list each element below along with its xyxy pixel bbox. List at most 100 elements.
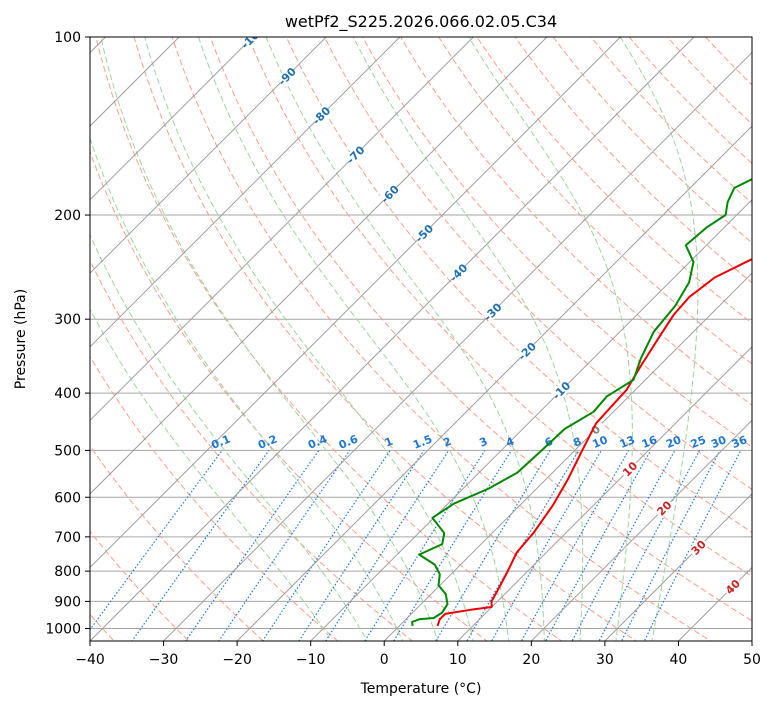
dry-adiabat bbox=[95, 37, 563, 641]
isotherm-label-bg bbox=[550, 379, 572, 402]
isotherm-label-bg bbox=[722, 576, 744, 598]
mixing-ratio-label: 1 bbox=[383, 435, 395, 450]
isotherm-label-bg bbox=[276, 65, 298, 87]
dry-adiabats bbox=[90, 37, 752, 641]
y-tick-label: 500 bbox=[54, 443, 81, 459]
x-axis-label: Temperature (°C) bbox=[360, 681, 482, 697]
mixing-ratio-line bbox=[218, 450, 351, 641]
isotherm-label-bg bbox=[447, 261, 470, 284]
moist-adiabat bbox=[352, 37, 584, 641]
mixing-ratio-line bbox=[324, 450, 450, 641]
moist-adiabat bbox=[90, 136, 404, 641]
isotherm-line bbox=[90, 37, 548, 495]
mixing-ratio-line bbox=[620, 450, 721, 641]
mixing-ratio-line bbox=[131, 450, 270, 641]
isotherm-line bbox=[90, 37, 327, 274]
isotherm-label-bg bbox=[413, 222, 435, 244]
dry-adiabat bbox=[247, 37, 752, 577]
mixing-ratio-line bbox=[490, 450, 602, 641]
isotherm-line bbox=[309, 198, 752, 641]
y-tick-label: 600 bbox=[54, 490, 81, 506]
mixing-ratio-label: 13 bbox=[618, 433, 637, 451]
x-tick-label: −10 bbox=[296, 652, 326, 668]
y-tick-label: 1000 bbox=[45, 621, 81, 637]
dry-adiabat bbox=[323, 37, 752, 490]
x-tick-label: −40 bbox=[75, 652, 105, 668]
y-tick-label: 300 bbox=[54, 312, 81, 328]
isotherm-label-bg bbox=[619, 458, 641, 480]
mixing-ratio-label: 20 bbox=[664, 433, 683, 451]
moist-adiabat bbox=[90, 233, 368, 641]
dry-adiabat bbox=[90, 530, 190, 641]
sounding-series bbox=[411, 177, 752, 627]
mixing-ratio-label: 8 bbox=[571, 435, 583, 450]
isotherm-line bbox=[162, 51, 752, 641]
dry-adiabat bbox=[362, 37, 752, 448]
mixing-ratio-line bbox=[364, 450, 486, 641]
isotherm-line bbox=[457, 346, 752, 641]
dry-adiabat bbox=[628, 37, 752, 165]
isotherm-line bbox=[90, 37, 475, 422]
mixing-ratio-label: 30 bbox=[709, 433, 728, 451]
mixing-ratio-lines bbox=[90, 450, 742, 641]
moist-adiabat bbox=[144, 37, 474, 641]
y-axis-label: Pressure (hPa) bbox=[13, 289, 29, 389]
isotherm-line bbox=[90, 37, 254, 201]
y-tick-label: 200 bbox=[54, 208, 81, 224]
dry-adiabat bbox=[552, 37, 752, 244]
x-tick-label: 20 bbox=[522, 652, 540, 668]
dry-adiabat bbox=[285, 37, 752, 533]
mixing-ratio-label: 36 bbox=[730, 433, 749, 451]
isotherm-line bbox=[236, 125, 752, 641]
y-tick-label: 100 bbox=[54, 30, 81, 46]
mixing-ratio-line bbox=[598, 450, 701, 641]
y-tick-label: 900 bbox=[54, 594, 81, 610]
mixing-ratio-label: 3 bbox=[478, 435, 490, 450]
dry-adiabat bbox=[590, 37, 752, 204]
x-tick-label: −20 bbox=[222, 652, 252, 668]
x-tick-label: 30 bbox=[596, 652, 614, 668]
moist-adiabat bbox=[100, 37, 439, 641]
chart-title: wetPf2_S225.2026.066.02.05.C34 bbox=[285, 12, 557, 32]
dewpoint-profile-line bbox=[411, 177, 752, 627]
isotherm-line bbox=[90, 37, 695, 641]
x-tick-label: 40 bbox=[670, 652, 688, 668]
dry-adiabat bbox=[90, 259, 414, 641]
moist-adiabat bbox=[468, 37, 633, 641]
isotherm-label-bg bbox=[653, 497, 675, 519]
mixing-ratio-label: 2 bbox=[441, 435, 453, 450]
dry-adiabat bbox=[209, 37, 752, 622]
mixing-ratio-label: 25 bbox=[689, 433, 708, 451]
isotherm-label-bg bbox=[379, 183, 401, 205]
y-axis: 1000 900 800 700 600 500 400 300 200 100 bbox=[45, 30, 90, 637]
isotherm-label-bg bbox=[344, 144, 367, 166]
plot-frame bbox=[89, 36, 753, 642]
isotherm-label-bg bbox=[482, 301, 504, 323]
isotherm-label-bg bbox=[516, 340, 538, 362]
x-tick-label: 0 bbox=[380, 652, 389, 668]
isotherm-line bbox=[90, 37, 180, 127]
dry-adiabat bbox=[90, 355, 339, 641]
pressure-gridlines bbox=[90, 37, 752, 629]
y-tick-label: 700 bbox=[54, 530, 81, 546]
mixing-ratio-line bbox=[435, 450, 551, 641]
y-tick-label: 400 bbox=[54, 386, 81, 402]
isotherm-label-bg bbox=[687, 536, 709, 559]
dry-adiabat bbox=[171, 37, 712, 641]
x-axis: −40 −30 −20 −10 0 10 20 30 40 50 bbox=[75, 641, 761, 668]
mixing-ratio-line bbox=[393, 450, 512, 641]
y-tick-label: 800 bbox=[54, 564, 81, 580]
mixing-ratio-line bbox=[643, 450, 742, 641]
mixing-ratio-line bbox=[184, 450, 320, 641]
dry-adiabat bbox=[90, 150, 488, 641]
x-tick-label: −30 bbox=[149, 652, 179, 668]
dry-adiabat bbox=[133, 37, 638, 641]
isotherm-line bbox=[90, 37, 622, 569]
x-tick-label: 50 bbox=[743, 652, 761, 668]
x-tick-label: 10 bbox=[449, 652, 467, 668]
isotherm-label-bg bbox=[310, 104, 332, 127]
mixing-ratio-line bbox=[520, 450, 630, 641]
moist-adiabat bbox=[619, 37, 699, 641]
